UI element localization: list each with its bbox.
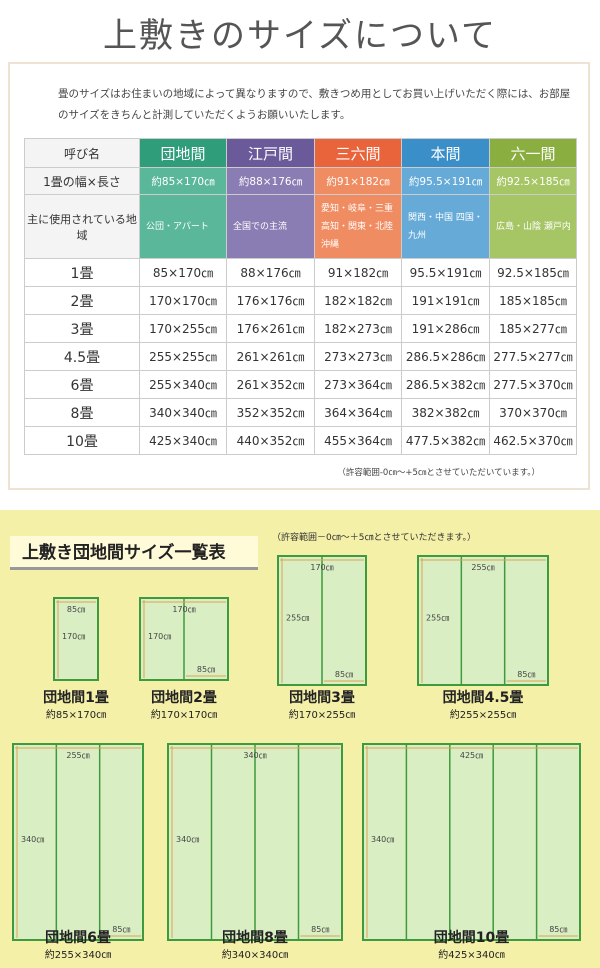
header-cell: 団地間 <box>139 138 227 168</box>
diagram-size: 約255×340㎝ <box>45 948 112 961</box>
table-cell: 477.5×382㎝ <box>401 426 490 455</box>
panel-label: 85㎝ <box>517 670 535 679</box>
header-cell: 六一間 <box>489 138 577 168</box>
mat-outline <box>362 743 581 941</box>
header-cell: 江戸間 <box>226 138 315 168</box>
table-cell: 愛知・岐阜・三重 高知・関東・北陸 沖縄 <box>314 194 402 259</box>
diagram-size: 約340×340㎝ <box>222 948 289 961</box>
size-table: 呼び名 団地間 江戸間 三六間 本間 六一間 1畳の幅×長さ 約85×170㎝ 約88×176㎝… <box>24 138 577 455</box>
table-row: 主に使用されている地域 公団・アパート 全国での主流 愛知・岐阜・三重 高知・関東・北… <box>24 194 577 259</box>
table-cell: 約91×182㎝ <box>314 167 402 195</box>
height-label: 340㎝ <box>371 835 394 844</box>
table-cell: 10畳 <box>24 426 140 455</box>
height-label: 170㎝ <box>148 632 171 641</box>
diagram-size: 約425×340㎝ <box>438 948 505 961</box>
diagram-name: 団地間10畳 <box>434 929 509 946</box>
table-row: 4.5畳 255×255㎝ 261×261㎝ 273×273㎝ 286.5×286㎝ 27… <box>24 342 577 371</box>
table-cell: 公団・アパート <box>139 194 227 259</box>
section-title: 上敷き団地間サイズ一覧表 <box>10 536 258 570</box>
table-cell: 全国での主流 <box>226 194 315 259</box>
panel-label: 85㎝ <box>335 670 353 679</box>
width-label: 340㎝ <box>243 751 266 760</box>
diagram-name: 団地間1畳 <box>43 689 109 706</box>
table-cell: 約95.5×191㎝ <box>401 167 490 195</box>
table-cell: 364×364㎝ <box>314 398 402 427</box>
panel <box>8 62 590 490</box>
table-cell: 4.5畳 <box>24 342 140 371</box>
diagram-size: 約170×170㎝ <box>151 708 218 721</box>
panel-label: 85㎝ <box>549 925 567 934</box>
mat-outline <box>53 597 99 681</box>
header-cell: 本間 <box>401 138 490 168</box>
table-cell: 352×352㎝ <box>226 398 315 427</box>
table-cell: 8畳 <box>24 398 140 427</box>
table-cell: 455×364㎝ <box>314 426 402 455</box>
height-label: 255㎝ <box>286 614 309 623</box>
header-row: 呼び名 団地間 江戸間 三六間 本間 六一間 <box>24 138 577 168</box>
table-cell: 182×273㎝ <box>314 314 402 343</box>
diagram-name: 団地間4.5畳 <box>443 689 524 706</box>
table-cell: 約92.5×185㎝ <box>489 167 577 195</box>
table-cell: 182×182㎝ <box>314 286 402 315</box>
table-row: 10畳 425×340㎝ 440×352㎝ 455×364㎝ 477.5×382㎝ 462… <box>24 426 577 455</box>
table-cell: 286.5×382㎝ <box>401 370 490 399</box>
table-cell: 191×191㎝ <box>401 286 490 315</box>
height-label: 340㎝ <box>176 835 199 844</box>
table-cell: 1畳の幅×長さ <box>24 167 140 195</box>
table-cell: 462.5×370㎝ <box>489 426 577 455</box>
diagram-size: 約255×255㎝ <box>450 708 517 721</box>
table-row: 6畳 255×340㎝ 261×352㎝ 273×364㎝ 286.5×382㎝ 277.… <box>24 370 577 399</box>
width-label: 255㎝ <box>471 563 494 572</box>
table-cell: 92.5×185㎝ <box>489 258 577 287</box>
table-cell: 273×273㎝ <box>314 342 402 371</box>
table-cell: 176×176㎝ <box>226 286 315 315</box>
table-cell: 2畳 <box>24 286 140 315</box>
footnote: （許容範囲-0㎝～+5㎝とさせていただいています。） <box>337 468 540 478</box>
table-cell: 関西・中国 四国・九州 <box>401 194 490 259</box>
section-note: （許容範囲－0㎝～＋5㎝とさせていただきます。） <box>272 533 477 543</box>
height-label: 255㎝ <box>426 614 449 623</box>
table-row: 8畳 340×340㎝ 352×352㎝ 364×364㎝ 382×382㎝ 370×37… <box>24 398 577 427</box>
table-cell: 185×185㎝ <box>489 286 577 315</box>
table-cell: 255×340㎝ <box>139 370 227 399</box>
table-cell: 6畳 <box>24 370 140 399</box>
mat-outline <box>417 555 549 686</box>
table-cell: 176×261㎝ <box>226 314 315 343</box>
table-cell: 185×277㎝ <box>489 314 577 343</box>
table-row: 3畳 170×255㎝ 176×261㎝ 182×273㎝ 191×286㎝ 185×27… <box>24 314 577 343</box>
table-cell: 261×261㎝ <box>226 342 315 371</box>
title: 上敷きのサイズについて <box>103 16 497 56</box>
width-label: 85㎝ <box>67 605 85 614</box>
table-cell: 286.5×286㎝ <box>401 342 490 371</box>
panel-label: 85㎝ <box>311 925 329 934</box>
panel-label: 85㎝ <box>112 925 130 934</box>
table-cell: 273×364㎝ <box>314 370 402 399</box>
width-label: 170㎝ <box>310 563 333 572</box>
panel-label: 85㎝ <box>197 665 215 674</box>
diagram-size: 約85×170㎝ <box>46 708 106 721</box>
height-label: 170㎝ <box>62 632 85 641</box>
table-cell: 広島・山陰 瀬戸内 <box>489 194 577 259</box>
table-row: 1畳 85×170㎝ 88×176㎝ 91×182㎝ 95.5×191㎝ 92.5×185… <box>24 258 577 287</box>
mat-outline <box>12 743 144 941</box>
table-cell: 425×340㎝ <box>139 426 227 455</box>
height-label: 340㎝ <box>21 835 44 844</box>
table-cell: 277.5×277㎝ <box>489 342 577 371</box>
diagram-size: 約170×255㎝ <box>289 708 356 721</box>
width-label: 425㎝ <box>460 751 483 760</box>
diagram-name: 団地間8畳 <box>222 929 288 946</box>
header-cell: 三六間 <box>314 138 402 168</box>
diagram-name: 団地間2畳 <box>151 689 217 706</box>
width-label: 170㎝ <box>172 605 195 614</box>
diagram-name: 団地間3畳 <box>289 689 355 706</box>
width-label: 255㎝ <box>66 751 89 760</box>
diagram-name: 団地間6畳 <box>45 929 111 946</box>
intro: 畳のサイズはお住まいの地域によって異なりますので、敷きつめ用としてお買い上げいた… <box>58 88 571 121</box>
